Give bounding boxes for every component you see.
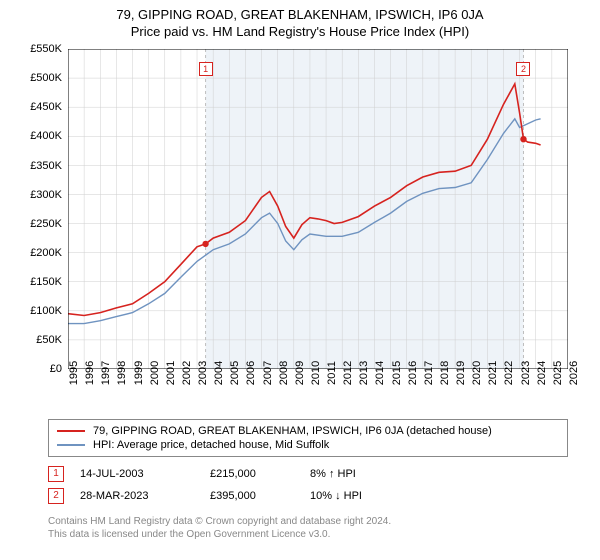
y-axis-tick-label: £250K bbox=[22, 218, 62, 230]
transaction-price: £395,000 bbox=[210, 490, 310, 502]
legend-swatch bbox=[57, 444, 85, 446]
y-axis-tick-label: £300K bbox=[22, 189, 62, 201]
transaction-price: £215,000 bbox=[210, 468, 310, 480]
x-axis-tick-label: 2014 bbox=[374, 361, 386, 385]
x-axis-tick-label: 2005 bbox=[229, 361, 241, 385]
x-axis-tick-label: 2004 bbox=[213, 361, 225, 385]
chart-marker-label: 1 bbox=[199, 62, 213, 76]
x-axis-tick-label: 2012 bbox=[342, 361, 354, 385]
chart-area: £0 £50K £100K £150K £200K £250K £300K £350K £400… bbox=[20, 43, 580, 413]
x-axis-tick-label: 2000 bbox=[149, 361, 161, 385]
y-axis-tick-label: £450K bbox=[22, 101, 62, 113]
x-axis-tick-label: 1996 bbox=[84, 361, 96, 385]
x-axis-tick-label: 2002 bbox=[181, 361, 193, 385]
x-axis-tick-label: 1998 bbox=[116, 361, 128, 385]
y-axis-tick-label: £150K bbox=[22, 276, 62, 288]
x-axis-tick-label: 2001 bbox=[165, 361, 177, 385]
x-axis-tick-label: 1999 bbox=[133, 361, 145, 385]
transaction-diff: 10% ↓ HPI bbox=[310, 490, 430, 502]
y-axis-tick-label: £200K bbox=[22, 247, 62, 259]
x-axis-tick-label: 2022 bbox=[503, 361, 515, 385]
x-axis-tick-label: 2017 bbox=[423, 361, 435, 385]
y-axis-tick-label: £50K bbox=[22, 334, 62, 346]
x-axis-tick-label: 2011 bbox=[326, 361, 338, 385]
x-axis-tick-label: 2007 bbox=[262, 361, 274, 385]
x-axis-tick-label: 2016 bbox=[407, 361, 419, 385]
legend-item: HPI: Average price, detached house, Mid … bbox=[57, 438, 559, 452]
x-axis-tick-label: 2010 bbox=[310, 361, 322, 385]
transaction-row: 1 14-JUL-2003£215,0008% ↑ HPI bbox=[48, 463, 568, 485]
transaction-date: 14-JUL-2003 bbox=[80, 468, 210, 480]
y-axis-tick-label: £500K bbox=[22, 72, 62, 84]
transaction-diff: 8% ↑ HPI bbox=[310, 468, 430, 480]
legend-item: 79, GIPPING ROAD, GREAT BLAKENHAM, IPSWI… bbox=[57, 424, 559, 438]
x-axis-tick-label: 1995 bbox=[68, 361, 80, 385]
line-chart bbox=[68, 49, 568, 369]
x-axis-tick-label: 2021 bbox=[487, 361, 499, 385]
y-axis-tick-label: £400K bbox=[22, 130, 62, 142]
x-axis-tick-label: 2025 bbox=[552, 361, 564, 385]
chart-title: 79, GIPPING ROAD, GREAT BLAKENHAM, IPSWI… bbox=[0, 0, 600, 24]
y-axis-tick-label: £350K bbox=[22, 160, 62, 172]
x-axis-tick-label: 2023 bbox=[520, 361, 532, 385]
x-axis-tick-label: 2020 bbox=[471, 361, 483, 385]
legend-label: 79, GIPPING ROAD, GREAT BLAKENHAM, IPSWI… bbox=[93, 425, 492, 437]
transaction-marker: 2 bbox=[48, 488, 64, 504]
x-axis-tick-label: 2024 bbox=[536, 361, 548, 385]
x-axis-tick-label: 2003 bbox=[197, 361, 209, 385]
x-axis-tick-label: 2026 bbox=[568, 361, 580, 385]
x-axis-tick-label: 1997 bbox=[100, 361, 112, 385]
x-axis-tick-label: 2009 bbox=[294, 361, 306, 385]
legend-label: HPI: Average price, detached house, Mid … bbox=[93, 439, 329, 451]
x-axis-tick-label: 2008 bbox=[278, 361, 290, 385]
transaction-row: 2 28-MAR-2023£395,00010% ↓ HPI bbox=[48, 485, 568, 507]
transaction-marker: 1 bbox=[48, 466, 64, 482]
footer-attribution: Contains HM Land Registry data © Crown c… bbox=[48, 515, 568, 541]
legend-swatch bbox=[57, 430, 85, 432]
transaction-date: 28-MAR-2023 bbox=[80, 490, 210, 502]
x-axis-tick-label: 2019 bbox=[455, 361, 467, 385]
chart-marker-label: 2 bbox=[516, 62, 530, 76]
x-axis-tick-label: 2013 bbox=[358, 361, 370, 385]
legend: 79, GIPPING ROAD, GREAT BLAKENHAM, IPSWI… bbox=[48, 419, 568, 457]
x-axis-tick-label: 2006 bbox=[245, 361, 257, 385]
x-axis-tick-label: 2018 bbox=[439, 361, 451, 385]
y-axis-tick-label: £0 bbox=[22, 363, 62, 375]
footer-line: Contains HM Land Registry data © Crown c… bbox=[48, 515, 568, 528]
y-axis-tick-label: £100K bbox=[22, 305, 62, 317]
chart-subtitle: Price paid vs. HM Land Registry's House … bbox=[0, 24, 600, 43]
footer-line: This data is licensed under the Open Gov… bbox=[48, 528, 568, 541]
x-axis-tick-label: 2015 bbox=[391, 361, 403, 385]
transaction-table: 1 14-JUL-2003£215,0008% ↑ HPI 2 28-MAR-2023… bbox=[48, 463, 568, 507]
y-axis-tick-label: £550K bbox=[22, 43, 62, 55]
